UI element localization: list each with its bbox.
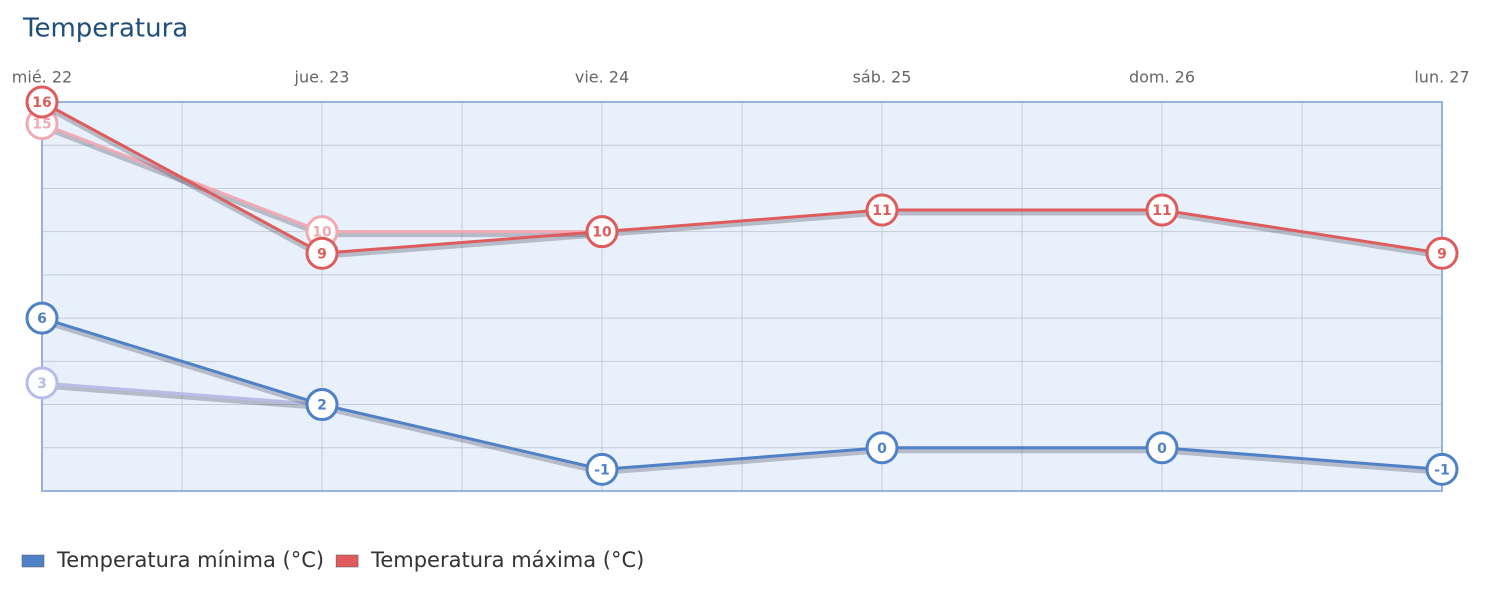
line-shadow [41,318,1443,475]
series-line [41,381,323,407]
data-label: 6 [37,311,47,327]
legend-label[interactable]: Temperatura mínima (°C) [56,548,324,572]
x-tick-label: mié. 22 [12,68,72,87]
point-marker [1425,236,1459,270]
line-shadow [40,102,1443,259]
point-marker [1145,431,1179,465]
point-marker [25,366,59,400]
series-line [41,100,1443,255]
point-marker [305,236,339,270]
point-marker [585,215,619,249]
point-marker [305,388,339,422]
point-marker [865,431,899,465]
data-label: 15 [32,117,51,133]
data-label: 0 [877,441,887,457]
data-label: 16 [32,95,51,111]
data-label: 2 [317,398,327,414]
point-marker [25,301,59,335]
point-marker [25,85,59,119]
legend-swatch[interactable] [21,554,45,568]
x-tick-label: jue. 23 [294,68,350,87]
data-label: 11 [872,203,891,219]
data-label: 3 [37,376,47,392]
chart-title: Temperatura [22,14,188,44]
data-label: -1 [1434,462,1450,478]
legend-label[interactable]: Temperatura máxima (°C) [370,548,644,572]
x-tick-label: vie. 24 [575,68,629,87]
plot-border [41,101,1443,492]
data-label: 11 [1152,203,1171,219]
x-tick-label: lun. 27 [1414,68,1469,87]
point-marker [1425,452,1459,486]
series-line [41,316,1443,471]
data-label: 0 [1157,441,1167,457]
data-label: 9 [317,246,327,262]
data-label: 10 [592,225,612,241]
data-label: 9 [1437,246,1447,262]
line-shadow [41,383,323,411]
data-label: 10 [312,225,332,241]
x-tick-label: dom. 26 [1129,68,1195,87]
point-marker [585,452,619,486]
legend-swatch[interactable] [335,554,359,568]
point-marker [1145,193,1179,227]
data-label: -1 [594,462,610,478]
point-marker [865,193,899,227]
x-tick-label: sáb. 25 [853,68,912,87]
